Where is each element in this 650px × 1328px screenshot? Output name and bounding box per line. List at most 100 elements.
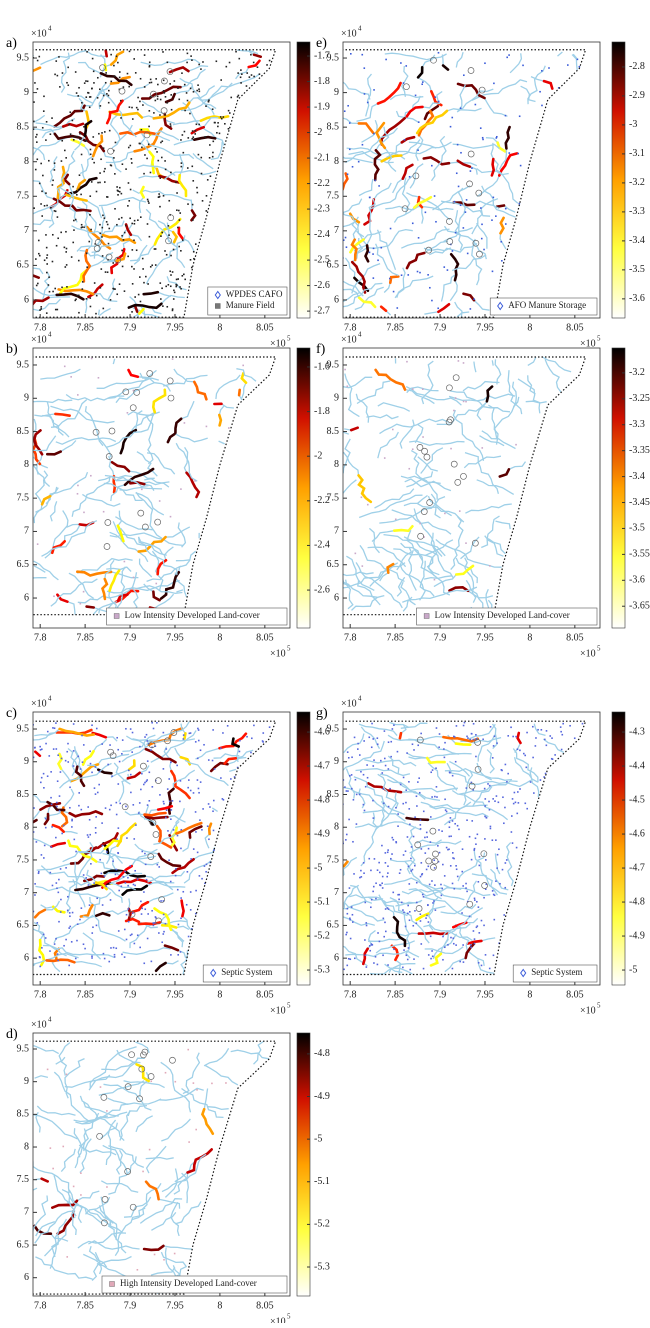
stream — [100, 309, 111, 316]
point-marker — [54, 74, 56, 76]
point-marker — [362, 144, 364, 146]
stream-highlight — [407, 818, 428, 820]
point-marker — [387, 851, 389, 853]
point-marker — [481, 224, 483, 226]
x-scale-base: ×10 — [580, 648, 596, 659]
stream — [350, 886, 366, 902]
point-marker — [59, 810, 61, 812]
point-marker — [431, 880, 433, 882]
point-marker — [444, 946, 446, 948]
point-marker — [123, 876, 125, 878]
point-marker — [161, 941, 163, 943]
point-marker — [420, 824, 422, 826]
point-marker — [454, 823, 456, 825]
point-marker — [409, 824, 411, 826]
point-marker — [72, 186, 74, 188]
point-marker — [395, 841, 397, 843]
stream-highlight — [129, 370, 138, 377]
point-marker — [123, 86, 125, 88]
point-marker — [137, 109, 139, 111]
point-marker — [426, 869, 428, 871]
point-marker — [81, 102, 83, 104]
point-marker — [242, 365, 244, 367]
point-marker — [169, 270, 171, 272]
x-tick-label: 7.85 — [76, 322, 94, 333]
x-tick-label: 7.95 — [476, 989, 494, 1000]
point-marker — [121, 250, 123, 252]
point-marker — [498, 801, 500, 803]
point-marker — [420, 943, 422, 945]
x-tick-label: 7.85 — [76, 989, 94, 1000]
stream — [534, 724, 545, 736]
x-tick-label: 8.05 — [256, 989, 274, 1000]
y-tick-label: 7.5 — [327, 492, 340, 503]
colorbar-tick-label: -3.3 — [629, 419, 645, 430]
point-marker — [65, 760, 67, 762]
point-marker — [435, 221, 437, 223]
point-marker — [230, 97, 232, 99]
point-marker — [393, 291, 395, 293]
point-marker — [102, 255, 104, 257]
point-marker — [39, 255, 41, 257]
point-marker — [56, 748, 58, 750]
stream — [417, 108, 481, 133]
point-marker — [100, 287, 102, 289]
point-marker — [496, 795, 498, 797]
point-marker — [419, 523, 421, 525]
stream — [97, 378, 151, 388]
stream — [69, 573, 94, 598]
point-marker — [176, 284, 178, 286]
point-marker — [146, 879, 148, 881]
x-tick-label: 7.85 — [76, 1300, 94, 1311]
stream — [61, 1057, 66, 1075]
point-marker — [380, 760, 382, 762]
point-marker — [510, 726, 512, 728]
point-marker — [137, 219, 139, 221]
point-marker — [467, 737, 469, 739]
stream — [492, 360, 493, 365]
stream — [425, 947, 464, 954]
stream — [193, 153, 213, 168]
stream — [176, 560, 190, 561]
map-content — [339, 357, 586, 615]
point-marker — [126, 914, 128, 916]
point-marker — [132, 118, 134, 120]
point-marker — [197, 758, 199, 760]
y-tick-label: 6.5 — [17, 1239, 30, 1250]
point-marker — [89, 904, 91, 906]
point-marker — [380, 247, 382, 249]
point-marker — [150, 749, 152, 751]
point-marker — [470, 170, 472, 172]
point-marker — [450, 126, 452, 128]
stream-highlight — [363, 949, 367, 964]
point-marker — [193, 91, 195, 93]
point-marker — [223, 116, 225, 118]
point-marker — [146, 781, 148, 783]
point-marker — [466, 819, 468, 821]
point-marker — [377, 259, 379, 261]
stream — [340, 857, 357, 878]
boundary — [29, 50, 276, 317]
stream-highlight — [31, 820, 37, 823]
y-tick-label: 6 — [24, 1272, 29, 1283]
point-marker — [200, 749, 202, 751]
point-marker — [402, 909, 404, 911]
station — [455, 479, 461, 485]
point-marker — [84, 948, 86, 950]
point-marker — [141, 147, 143, 149]
point-marker — [64, 366, 66, 368]
point-marker — [115, 874, 117, 876]
point-marker — [373, 886, 375, 888]
point-marker — [86, 140, 88, 142]
x-tick-label: 7.95 — [166, 322, 184, 333]
point-marker — [201, 173, 203, 175]
point-marker — [190, 858, 192, 860]
x-tick-label: 7.8 — [34, 989, 47, 1000]
point-marker — [349, 148, 351, 150]
point-marker — [54, 727, 56, 729]
station — [418, 533, 424, 539]
point-marker — [212, 152, 214, 154]
point-marker — [170, 881, 172, 883]
point-marker — [216, 60, 218, 62]
point-marker — [262, 732, 264, 734]
